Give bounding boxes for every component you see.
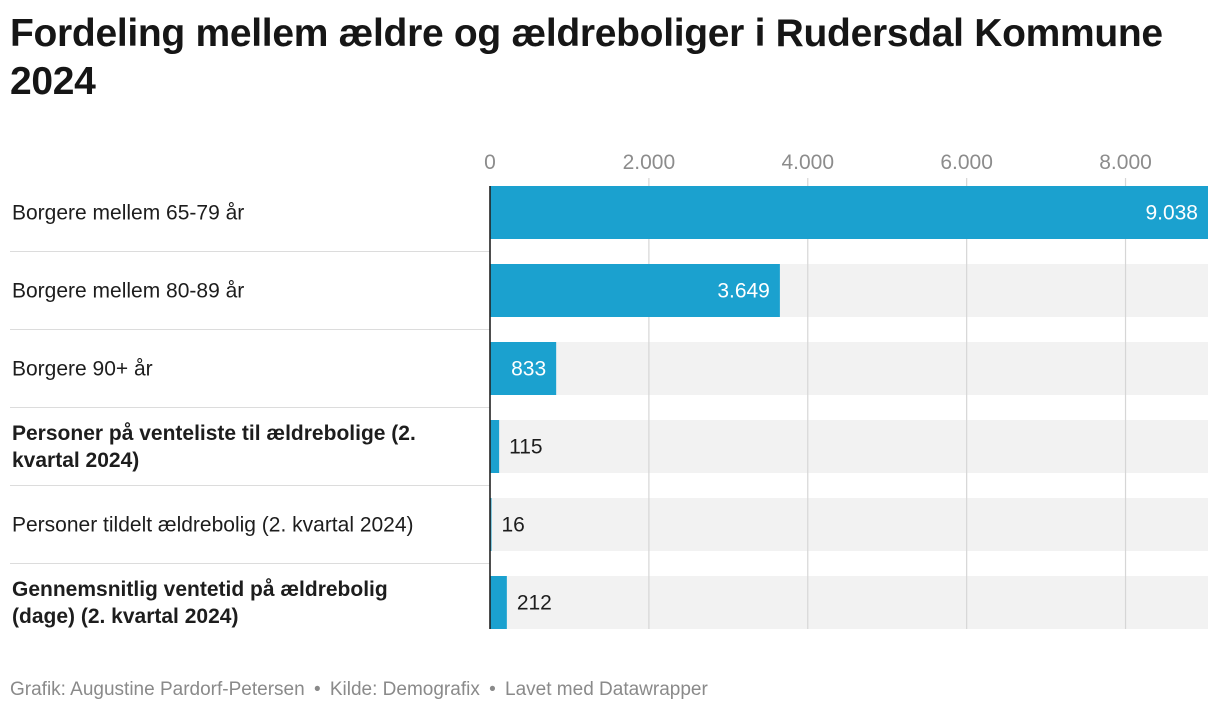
bar xyxy=(490,576,507,629)
x-tick-label: 2.000 xyxy=(623,151,676,174)
category-label: Borgere mellem 65-79 år xyxy=(12,202,244,225)
bar-track xyxy=(490,576,1208,629)
category-label: (dage) (2. kvartal 2024) xyxy=(12,605,238,628)
value-label: 9.038 xyxy=(1145,202,1198,225)
bar-chart: 0 2.000 4.000 6.000 8.000 9.038 3.649 833 115 16… xyxy=(10,151,1208,629)
category-label: Personer tildelt ældrebolig (2. kvartal … xyxy=(12,514,414,537)
value-label: 3.649 xyxy=(717,280,770,303)
bar-track xyxy=(490,498,1208,551)
category-label: kvartal 2024) xyxy=(12,449,139,472)
bar xyxy=(490,420,500,473)
x-tick-label: 8.000 xyxy=(1099,151,1152,174)
bar xyxy=(490,342,557,395)
footer-source: Kilde: Demografix xyxy=(329,679,480,700)
bar-track xyxy=(490,420,1208,473)
chart-footer: Grafik: Augustine Pardorf-Petersen • Kil… xyxy=(10,679,708,701)
footer-credit: Grafik: Augustine Pardorf-Petersen xyxy=(10,679,305,700)
category-label: Borgere 90+ år xyxy=(12,358,153,381)
chart-title: Fordeling mellem ældre og ældreboliger i… xyxy=(10,12,1163,103)
value-label: 115 xyxy=(509,436,542,459)
bar xyxy=(490,186,1208,239)
footer-tool: Lavet med Datawrapper xyxy=(505,679,708,700)
value-label: 16 xyxy=(502,514,525,537)
bar xyxy=(490,264,780,317)
x-tick-label: 0 xyxy=(484,151,496,174)
value-label: 833 xyxy=(511,358,546,381)
category-label: Gennemsnitlig ventetid på ældrebolig xyxy=(12,578,388,601)
bar-track xyxy=(490,342,1208,395)
category-label: Personer på venteliste til ældrebolige (… xyxy=(12,422,416,445)
footer-separator: • xyxy=(489,679,496,700)
x-tick-label: 4.000 xyxy=(781,151,834,174)
category-label: Borgere mellem 80-89 år xyxy=(12,280,244,303)
footer-separator: • xyxy=(313,679,321,700)
value-label: 212 xyxy=(517,592,552,615)
x-tick-label: 6.000 xyxy=(940,151,993,174)
